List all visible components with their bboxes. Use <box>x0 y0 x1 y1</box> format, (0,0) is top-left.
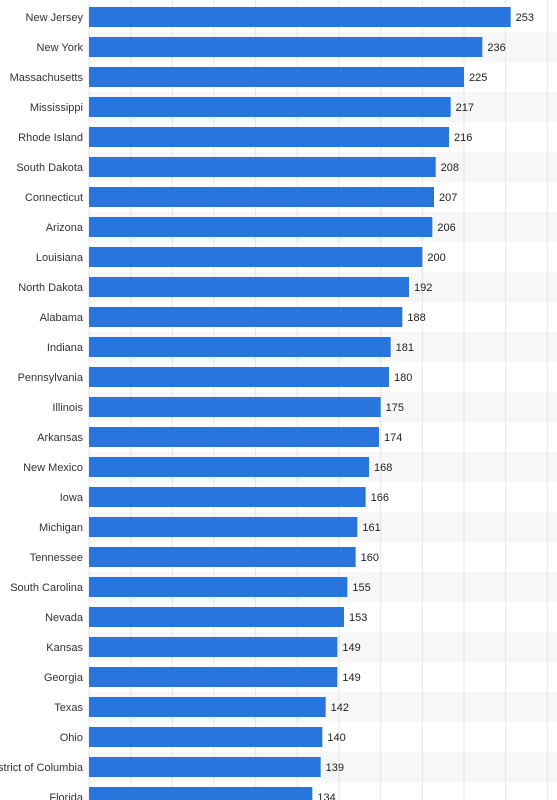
bar <box>89 757 321 777</box>
category-label: Iowa <box>60 492 84 504</box>
bar <box>89 697 326 717</box>
bar <box>89 577 348 597</box>
category-label: Rhode Island <box>18 132 83 144</box>
value-label: 155 <box>352 582 370 594</box>
bar <box>89 727 323 747</box>
category-label: North Dakota <box>18 282 84 294</box>
category-label: Indiana <box>47 342 84 354</box>
category-label: South Carolina <box>10 582 84 594</box>
category-label: Georgia <box>44 672 84 684</box>
bar <box>89 337 391 357</box>
bar <box>89 157 436 177</box>
bar <box>89 97 451 117</box>
category-label: Connecticut <box>25 192 83 204</box>
value-label: 175 <box>386 402 404 414</box>
category-label: Pennsylvania <box>18 372 84 384</box>
category-label: Mississippi <box>30 102 83 114</box>
category-label: Illinois <box>52 402 83 414</box>
bar <box>89 37 483 57</box>
category-labels: New Jersey New York Massachusetts Mississip… <box>0 12 84 800</box>
value-label: 168 <box>374 462 392 474</box>
value-label: 140 <box>327 732 345 744</box>
value-label: 153 <box>349 612 367 624</box>
bar <box>89 457 369 477</box>
category-label: District of Columbia <box>0 762 84 774</box>
bar <box>89 67 464 87</box>
bar <box>89 607 344 627</box>
value-label: 236 <box>487 42 505 54</box>
category-label: New Jersey <box>26 12 84 24</box>
category-label: Florida <box>49 792 84 800</box>
bar <box>89 7 511 27</box>
category-label: Kansas <box>46 642 83 654</box>
category-label: Louisiana <box>36 252 84 264</box>
bar <box>89 217 433 237</box>
value-label: 206 <box>437 222 455 234</box>
bars <box>89 7 511 800</box>
value-label: 134 <box>317 792 335 800</box>
bar <box>89 247 423 267</box>
value-label: 200 <box>427 252 445 264</box>
bar <box>89 547 356 567</box>
value-label: 142 <box>331 702 349 714</box>
value-label: 253 <box>516 12 534 24</box>
category-label: Ohio <box>60 732 83 744</box>
category-label: Michigan <box>39 522 83 534</box>
bar <box>89 127 449 147</box>
value-label: 216 <box>454 132 472 144</box>
value-label: 208 <box>441 162 459 174</box>
value-label: 166 <box>371 492 389 504</box>
value-label: 192 <box>414 282 432 294</box>
value-label: 207 <box>439 192 457 204</box>
value-label: 149 <box>342 672 360 684</box>
bar <box>89 277 409 297</box>
bar <box>89 487 366 507</box>
bar <box>89 307 403 327</box>
category-label: Arkansas <box>37 432 83 444</box>
category-label: Texas <box>54 702 83 714</box>
category-label: South Dakota <box>16 162 84 174</box>
value-label: 225 <box>469 72 487 84</box>
value-label: 160 <box>361 552 379 564</box>
bar <box>89 787 313 800</box>
value-label: 180 <box>394 372 412 384</box>
bar <box>89 367 389 387</box>
category-label: Massachusetts <box>10 72 84 84</box>
value-label: 161 <box>362 522 380 534</box>
value-label: 174 <box>384 432 402 444</box>
category-label: New York <box>37 42 84 54</box>
bar <box>89 427 379 447</box>
bar <box>89 637 338 657</box>
category-label: New Mexico <box>23 462 83 474</box>
category-label: Alabama <box>40 312 84 324</box>
bar <box>89 517 358 537</box>
value-labels: 253 236 225 217 216 208 207 206 200 192 188 181 180 1… <box>317 12 534 800</box>
value-label: 149 <box>342 642 360 654</box>
bar <box>89 397 381 417</box>
value-label: 217 <box>456 102 474 114</box>
bar <box>89 187 434 207</box>
value-label: 139 <box>326 762 344 774</box>
category-label: Tennessee <box>30 552 83 564</box>
category-label: Arizona <box>46 222 84 234</box>
value-label: 181 <box>396 342 414 354</box>
category-label: Nevada <box>45 612 84 624</box>
value-label: 188 <box>407 312 425 324</box>
bar <box>89 667 338 687</box>
